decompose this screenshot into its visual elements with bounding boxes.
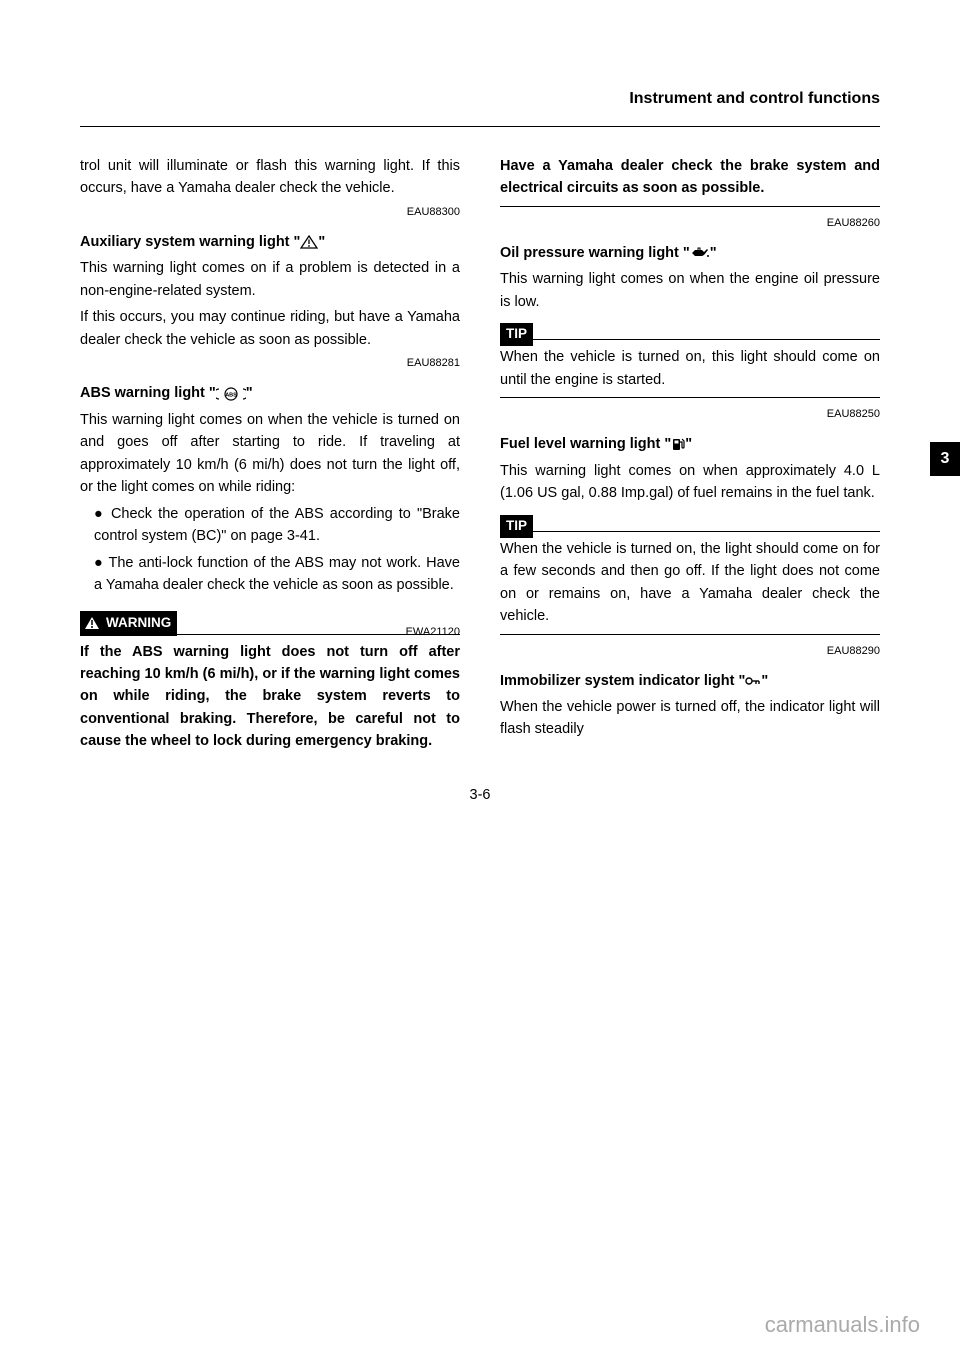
oil-title: Oil pressure warning light " " (500, 242, 880, 264)
oil-tip-text: When the vehicle is turned on, this ligh… (500, 346, 880, 391)
warning-label-icon (84, 616, 100, 630)
oil-can-icon (690, 247, 710, 259)
abs-bullet-2: ● The anti-lock function of the ABS may … (94, 552, 460, 597)
abs-title-text-2: " (246, 385, 253, 401)
right-column: Have a Yamaha dealer check the brake sys… (500, 155, 880, 757)
immo-title-text-1: Immobilizer system indicator light " (500, 673, 745, 689)
abs-bullets: ● Check the operation of the ABS accordi… (80, 503, 460, 597)
oil-tip-rule (533, 339, 880, 340)
oil-p1: This warning light comes on when the eng… (500, 268, 880, 313)
fuel-tip-header: TIP (500, 509, 880, 538)
abs-title: ABS warning light " ABS " (80, 382, 460, 404)
abs-section: ABS warning light " ABS " This warning lig… (80, 382, 460, 752)
ref-code-aux: EAU88300 (80, 204, 460, 221)
immobilizer-section: Immobilizer system indicator light " " Wh… (500, 670, 880, 741)
oil-tip-header: TIP (500, 317, 880, 346)
ref-code-oil: EAU88260 (500, 215, 880, 232)
page-header-title: Instrument and control functions (80, 90, 880, 108)
svg-text:ABS: ABS (225, 392, 237, 398)
watermark: carmanuals.info (765, 1312, 920, 1338)
warning-triangle-icon (300, 235, 318, 249)
abs-bullet-1-text: Check the operation of the ABS according… (94, 506, 460, 544)
ref-code-abs: EAU88281 (80, 355, 460, 372)
ref-code-fuel: EAU88250 (500, 406, 880, 423)
header-rule (80, 126, 880, 127)
warning-code: EWA21120 (406, 624, 460, 641)
abs-icon: ABS (216, 387, 246, 401)
abs-bullet-1: ● Check the operation of the ABS accordi… (94, 503, 460, 548)
abs-p1: This warning light comes on when the veh… (80, 409, 460, 499)
aux-title-quote-close: " (318, 234, 325, 250)
abs-title-text-1: ABS warning light " (80, 385, 216, 401)
fuel-section: Fuel level warning light " " This warning… (500, 433, 880, 634)
aux-p1: This warning light comes on if a problem… (80, 257, 460, 302)
immo-p1: When the vehicle power is turned off, th… (500, 696, 880, 741)
warning-label-box: WARNING (80, 611, 177, 636)
page-content: Instrument and control functions trol un… (0, 0, 960, 843)
abs-bullet-2-text: The anti-lock function of the ABS may no… (94, 555, 460, 593)
rule-after-oil-tip (500, 397, 880, 398)
auxiliary-section: Auxiliary system warning light " " This w… (80, 231, 460, 351)
ref-code-immo: EAU88290 (500, 643, 880, 660)
left-column: trol unit will illuminate or flash this … (80, 155, 460, 757)
aux-title-text-1: Auxiliary system warning light (80, 234, 290, 250)
immo-title-text-2: " (761, 673, 768, 689)
engine-trouble-continuation: trol unit will illuminate or flash this … (80, 155, 460, 200)
fuel-title-text-1: Fuel level warning light " (500, 436, 671, 452)
oil-title-text-2: " (710, 245, 717, 261)
fuel-pump-icon (671, 437, 685, 451)
rule-after-fuel-tip (500, 634, 880, 635)
two-column-layout: trol unit will illuminate or flash this … (80, 155, 880, 757)
fuel-tip-text: When the vehicle is turned on, the light… (500, 538, 880, 628)
key-icon (745, 675, 761, 687)
aux-p2: If this occurs, you may continue riding,… (80, 306, 460, 351)
fuel-title: Fuel level warning light " " (500, 433, 880, 455)
fuel-title-text-2: " (685, 436, 692, 452)
warning-label-text: WARNING (106, 613, 171, 634)
warning-header-row: WARNING EWA21120 (80, 603, 460, 642)
abs-warning-cont: Have a Yamaha dealer check the brake sys… (500, 155, 880, 200)
fuel-tip-rule (533, 531, 880, 532)
immo-title: Immobilizer system indicator light " " (500, 670, 880, 692)
oil-section: Oil pressure warning light " " This warni… (500, 242, 880, 398)
page-number: 3-6 (80, 787, 880, 803)
fuel-tip-label: TIP (500, 515, 533, 538)
oil-title-text-1: Oil pressure warning light " (500, 245, 690, 261)
rule-after-abs (500, 206, 880, 207)
aux-title: Auxiliary system warning light " " (80, 231, 460, 253)
aux-title-quote-open: " (294, 234, 301, 250)
fuel-p1: This warning light comes on when approxi… (500, 460, 880, 505)
abs-warning-text: If the ABS warning light does not turn o… (80, 641, 460, 753)
oil-tip-label: TIP (500, 323, 533, 346)
